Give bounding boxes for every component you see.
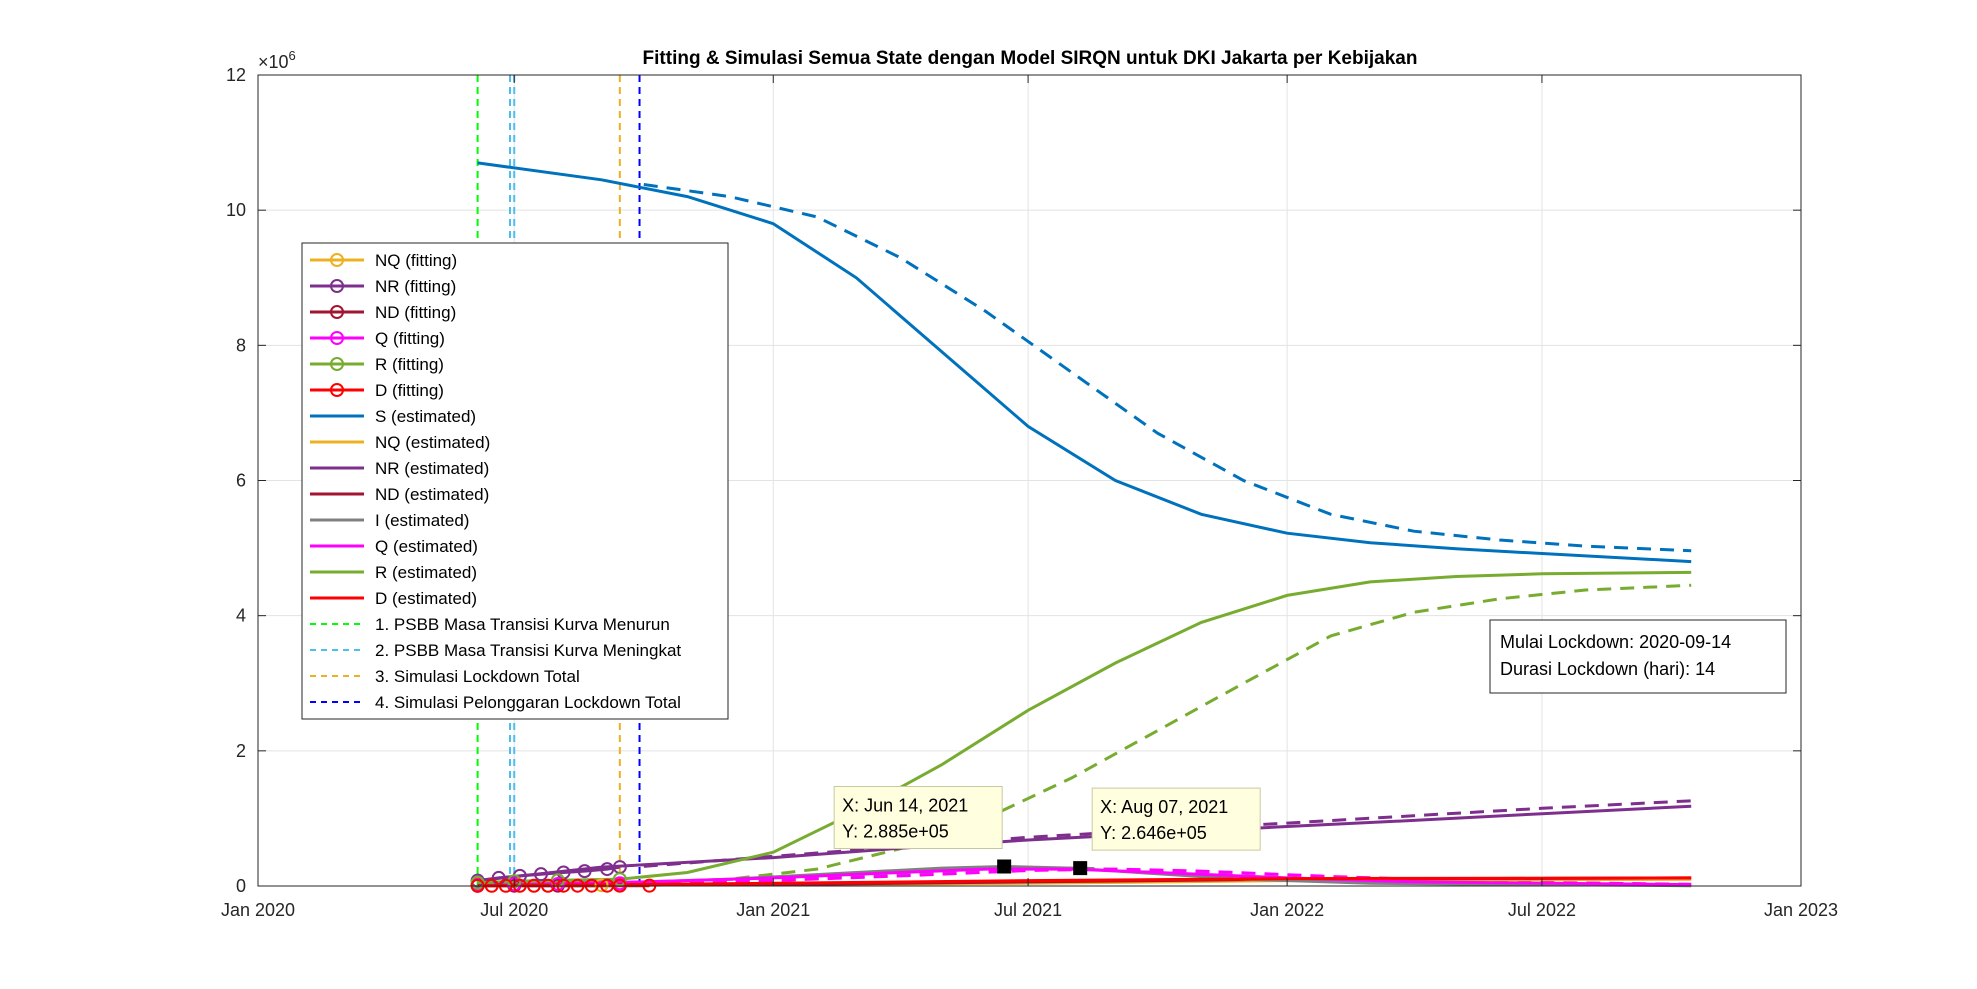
- legend-label-2-psbb-masa-transisi-kurva-meningkat: 2. PSBB Masa Transisi Kurva Meningkat: [375, 641, 681, 660]
- y-tick-label: 2: [236, 741, 246, 761]
- legend-label-nq-estimated: NQ (estimated): [375, 433, 490, 452]
- marker-q-fitting: [550, 876, 565, 891]
- datatip-box: [833, 786, 1003, 850]
- axis-ticks: Jan 2020 Jul 2020 Jan 2021 Jul 2021 Jan 2022…: [221, 65, 1838, 920]
- datatip-marker: [997, 859, 1012, 874]
- simulation-line-q: [643, 867, 1692, 886]
- marker-nr-fitting: [533, 867, 548, 882]
- x-tick-label: Jan 2023: [1764, 900, 1838, 920]
- legend-marker-r-fitting: [330, 357, 344, 371]
- datatip-y-label: Y: 2.646e+05: [1100, 823, 1207, 843]
- x-tick-label: Jan 2022: [1250, 900, 1324, 920]
- series-lines: [477, 161, 1692, 888]
- legend-label-nr-estimated: NR (estimated): [375, 459, 489, 478]
- series-line-r-estimated: [477, 570, 1692, 885]
- annotation-line-2: Durasi Lockdown (hari): 14: [1500, 659, 1715, 679]
- x-tick-label: Jul 2020: [480, 900, 548, 920]
- annotation-box: [1489, 619, 1787, 694]
- legend-label-r-estimated: R (estimated): [375, 563, 477, 582]
- datatip-marker: [1073, 861, 1088, 876]
- legend-label-i-estimated: I (estimated): [375, 511, 469, 530]
- datatip-x-label: X: Jun 14, 2021: [842, 796, 968, 816]
- lockdown-annotation: Mulai Lockdown: 2020-09-14 Durasi Lockdo…: [1489, 619, 1787, 694]
- y-tick-label: 8: [236, 335, 246, 355]
- legend-marker-nr-fitting: [330, 279, 344, 293]
- legend-marker-d-fitting: [330, 383, 344, 397]
- datatip-y-label: Y: 2.885e+05: [842, 822, 949, 842]
- legend-label-1-psbb-masa-transisi-kurva-menurun: 1. PSBB Masa Transisi Kurva Menurun: [375, 615, 670, 634]
- y-tick-label: 6: [236, 471, 246, 491]
- legend-label-s-estimated: S (estimated): [375, 407, 476, 426]
- x-tick-label: Jul 2021: [994, 900, 1062, 920]
- x-tick-label: Jul 2022: [1508, 900, 1576, 920]
- legend-marker-nq-fitting: [330, 253, 344, 267]
- marker-r-fitting: [612, 872, 627, 887]
- legend-label-r-fitting: R (fitting): [375, 355, 444, 374]
- y-exponent-power: 6: [289, 48, 296, 63]
- x-tick-label: Jan 2020: [221, 900, 295, 920]
- marker-nr-fitting: [577, 864, 592, 879]
- series-line-s-estimated: [477, 161, 1692, 564]
- y-exponent-label: ×106: [258, 48, 296, 72]
- legend-label-d-fitting: D (fitting): [375, 381, 444, 400]
- annotation-line-1: Mulai Lockdown: 2020-09-14: [1500, 632, 1731, 652]
- y-tick-label: 12: [226, 65, 246, 85]
- legend-label-d-estimated: D (estimated): [375, 589, 477, 608]
- chart-title: Fitting & Simulasi Semua State dengan Mo…: [643, 48, 1418, 69]
- legend-label-nq-fitting: NQ (fitting): [375, 251, 457, 270]
- legend-label-q-estimated: Q (estimated): [375, 537, 478, 556]
- y-exponent-base: ×10: [258, 52, 289, 72]
- datatip-box: [1091, 787, 1261, 851]
- legend-label-nd-estimated: ND (estimated): [375, 485, 489, 504]
- simulation-line-r: [643, 583, 1692, 885]
- legend-label-4-simulasi-pelonggaran-lockdown-total: 4. Simulasi Pelonggaran Lockdown Total: [375, 693, 681, 712]
- datatips: X: Jun 14, 2021 Y: 2.885e+05 X: Aug 07, 20…: [833, 786, 1261, 876]
- y-tick-label: 0: [236, 876, 246, 896]
- legend: NQ (fitting) NR (fitting) ND (fitting) Q (f…: [301, 242, 729, 720]
- legend-marker-nd-fitting: [330, 305, 344, 319]
- marker-nq-fitting: [594, 878, 609, 893]
- legend-label-nr-fitting: NR (fitting): [375, 277, 456, 296]
- legend-label-q-fitting: Q (fitting): [375, 329, 445, 348]
- legend-label-nd-fitting: ND (fitting): [375, 303, 456, 322]
- legend-label-3-simulasi-lockdown-total: 3. Simulasi Lockdown Total: [375, 667, 580, 686]
- policy-vertical-lines: [476, 75, 641, 886]
- datatip-x-label: X: Aug 07, 2021: [1100, 797, 1228, 817]
- legend-box: [301, 242, 729, 720]
- legend-marker-q-fitting: [330, 331, 344, 345]
- y-tick-label: 10: [226, 200, 246, 220]
- simulation-line-s: [643, 183, 1692, 553]
- y-tick-label: 4: [236, 606, 246, 626]
- marker-nr-fitting: [491, 870, 506, 885]
- x-tick-label: Jan 2021: [736, 900, 810, 920]
